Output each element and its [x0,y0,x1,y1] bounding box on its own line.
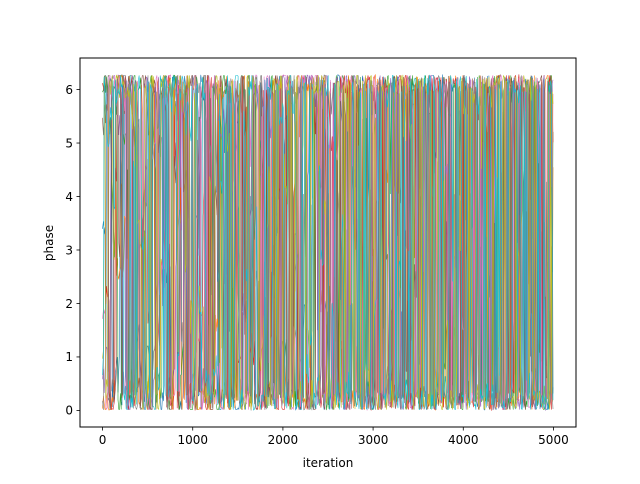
series-line [102,74,554,410]
y-tick-label: 5 [65,136,73,150]
y-axis-label: phase [42,225,56,261]
y-tick-label: 1 [65,350,73,364]
y-tick-label: 6 [65,83,73,97]
y-tick-label: 0 [65,404,73,418]
x-tick-label: 5000 [538,433,569,447]
series-line [102,74,554,411]
x-tick-label: 1000 [177,433,208,447]
x-tick-label: 0 [99,433,107,447]
y-tick-label: 2 [65,297,73,311]
x-axis-label: iteration [303,456,354,470]
series-layer [102,74,554,411]
series-line [102,74,554,411]
x-tick-label: 3000 [358,433,389,447]
y-axis: 0 1 2 3 4 5 6 [65,83,80,418]
x-tick-label: 2000 [268,433,299,447]
y-tick-label: 3 [65,243,73,257]
x-axis: 0 1000 2000 3000 4000 5000 [99,427,569,447]
y-tick-label: 4 [65,190,73,204]
plot-frame [79,57,577,428]
x-tick-label: 4000 [448,433,479,447]
